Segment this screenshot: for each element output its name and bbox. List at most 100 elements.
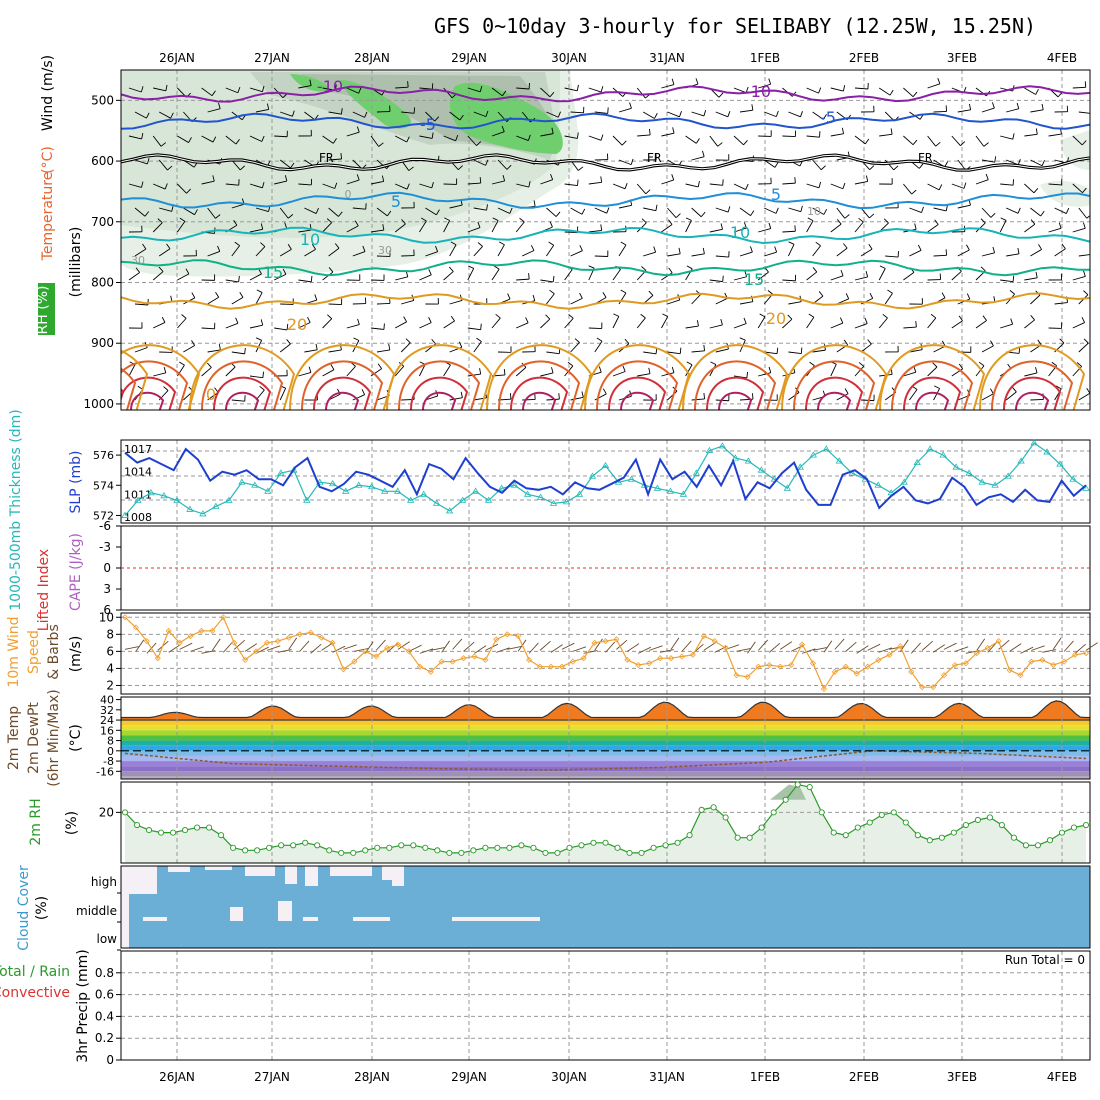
rh-point: [290, 842, 297, 849]
date-label: 26JAN: [159, 1070, 195, 1084]
wind-barb-flag: [338, 211, 343, 217]
wind-barb: [1030, 294, 1041, 305]
wind-barb-flag: [751, 393, 754, 400]
wind-barb: [758, 639, 769, 651]
rh-point: [1082, 821, 1090, 829]
wind-barb-flag: [255, 337, 262, 341]
wind-barb: [878, 317, 888, 329]
wind-barb-flag: [1017, 159, 1021, 165]
bl-contour: [781, 344, 888, 410]
rh-point: [662, 842, 669, 849]
wind-speed-point: [635, 661, 642, 669]
wind-barb: [449, 244, 457, 257]
wind-barb: [279, 248, 292, 257]
wind-barb: [733, 323, 747, 329]
wind-barb-flag: [577, 179, 579, 186]
ylabel-total-rain: Total / Rain: [0, 964, 70, 980]
wind-barb: [878, 268, 886, 281]
wind-barb-flag: [989, 388, 994, 394]
wind-barb-flag: [284, 175, 288, 182]
wind-barb-flag: [710, 361, 717, 365]
wind-barb: [207, 207, 216, 219]
wind-barb: [128, 135, 142, 140]
wind-barb: [346, 324, 360, 329]
wind-barb-flag: [314, 294, 318, 301]
thickness-point: [731, 454, 740, 461]
wind-barb-flag: [645, 189, 651, 195]
rh-point: [1022, 842, 1029, 849]
wind-barb-flag: [146, 112, 150, 119]
wind-barb: [516, 87, 530, 90]
wind-barb: [467, 227, 481, 233]
wind-barb: [709, 135, 719, 147]
wind-barb-flag: [1092, 108, 1093, 114]
wind-barb-flag: [141, 132, 144, 140]
slp-thickness-panel: 576 574 572 1017 1014 1011 1008: [93, 439, 1091, 524]
wind-barb: [370, 368, 382, 377]
wind-barb-flag: [774, 162, 779, 168]
wind-barb: [588, 327, 602, 329]
wind-barb-flag: [158, 266, 164, 272]
wind-barb-flag: [934, 219, 939, 225]
wind-barb: [782, 318, 793, 329]
wind-barb: [201, 135, 214, 143]
wind-barb: [467, 268, 475, 281]
wind-barb: [932, 644, 946, 653]
bl-contour: [584, 344, 691, 410]
date-label: 30JAN: [551, 1070, 587, 1084]
date-label: 1FEB: [750, 51, 780, 65]
wind-speed-point: [667, 655, 675, 662]
wind-barb: [830, 133, 844, 137]
rh-point: [506, 844, 513, 851]
rh-point: [794, 781, 801, 788]
wind-barb-flag: [260, 319, 264, 326]
wind-barb: [975, 179, 989, 185]
thickness-point: [419, 490, 428, 497]
wind-barb: [903, 135, 914, 146]
precip-panel: Run Total = 0 0.8 0.6 0.4 0.2 0: [95, 950, 1091, 1067]
wind-barb: [605, 641, 616, 653]
wind-barb-flag: [1081, 316, 1086, 323]
wind-barb-flag: [502, 90, 507, 97]
contour-label: 10: [807, 205, 821, 218]
wind-barb-flag: [641, 266, 647, 271]
wind-barb: [594, 393, 607, 401]
wind-barb-flag: [435, 245, 439, 252]
wind-barb-flag: [530, 244, 535, 251]
precip-tick: 0.6: [95, 988, 114, 1002]
wind-speed-point: [504, 631, 511, 638]
thickness-point: [796, 463, 805, 470]
thickness-point: [900, 478, 908, 485]
wind-barb: [152, 135, 162, 147]
wind-barb: [346, 225, 359, 233]
rh-point: [1010, 834, 1017, 841]
wind-barb-flag: [311, 244, 316, 250]
thickness-point: [406, 496, 415, 503]
y-tick-label: 500: [91, 93, 114, 107]
wind-barb-flag: [983, 142, 989, 147]
contour-label: 0: [206, 385, 216, 404]
isotherm-fr-core: [121, 154, 1090, 171]
wind-barb-flag: [807, 217, 814, 222]
wind-barb: [346, 366, 356, 377]
thickness-point: [705, 446, 714, 453]
y-tick-label: 1000: [83, 397, 114, 411]
upper-air-panel: -10 -5 FR 5 10 15 20 -10 -5 FR 5 10 15 2…: [83, 69, 1093, 411]
wind-barb-flag: [141, 181, 144, 188]
wind-barb: [546, 351, 560, 355]
bl-contour: [991, 360, 1074, 410]
wind-barb: [328, 158, 342, 161]
wind-barb: [1030, 159, 1043, 167]
wind-barb-flag: [239, 165, 245, 171]
wind-barb: [758, 83, 771, 89]
ylabel-wind: Wind (m/s): [40, 55, 56, 131]
wind-barb: [570, 250, 583, 257]
bl-contour: [522, 391, 557, 410]
thickness-point: [432, 499, 441, 506]
wind-barb-flag: [549, 91, 555, 98]
wind-speed-point: [951, 661, 959, 669]
wind-barb-flag: [1083, 290, 1089, 296]
slp-tick: 1011: [124, 488, 152, 501]
wind-barb-flag: [938, 184, 943, 191]
